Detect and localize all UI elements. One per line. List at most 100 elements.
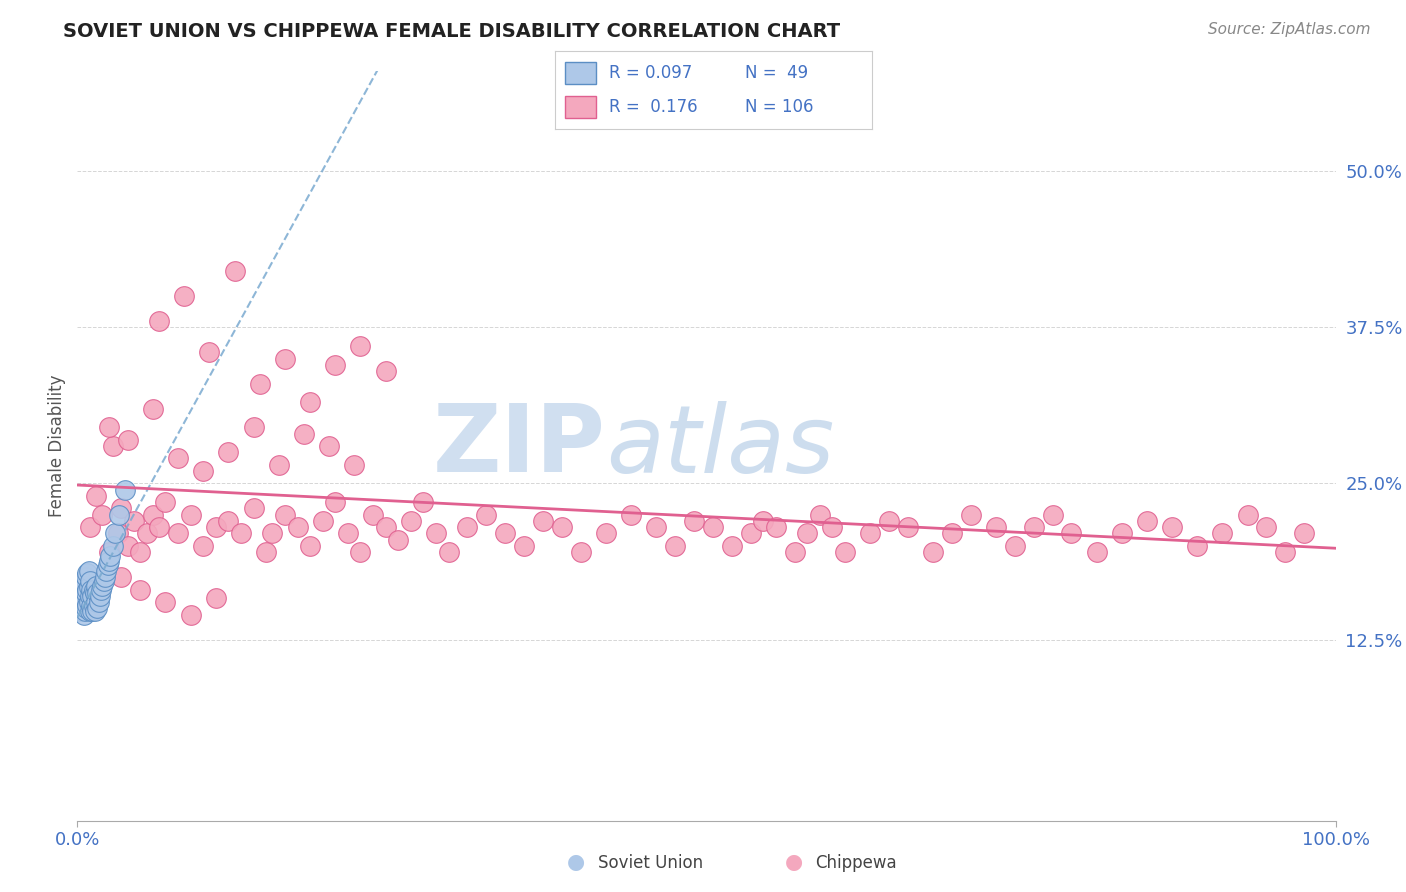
- Point: [96, 558, 118, 572]
- Text: R = 0.097: R = 0.097: [609, 64, 692, 82]
- Point: [91, 508, 114, 522]
- Point: [374, 364, 396, 378]
- Point: [783, 545, 806, 559]
- Text: atlas: atlas: [606, 401, 834, 491]
- Point: [167, 526, 190, 541]
- Point: [299, 539, 322, 553]
- Point: [312, 514, 335, 528]
- Point: [374, 520, 396, 534]
- Point: [361, 508, 384, 522]
- Point: [299, 395, 322, 409]
- Point: [859, 526, 882, 541]
- Point: [84, 586, 107, 600]
- Point: [75, 601, 97, 615]
- Point: [83, 599, 105, 613]
- FancyBboxPatch shape: [565, 96, 596, 119]
- Point: [72, 576, 94, 591]
- Point: [114, 483, 136, 497]
- Point: [922, 545, 945, 559]
- Point: [142, 508, 165, 522]
- Point: [318, 439, 340, 453]
- Point: [897, 520, 920, 534]
- Point: [941, 526, 963, 541]
- Point: [217, 514, 239, 528]
- Point: [101, 539, 124, 553]
- Point: [72, 599, 94, 613]
- Point: [834, 545, 856, 559]
- Point: [73, 604, 96, 618]
- Point: [336, 526, 359, 541]
- Point: [117, 433, 139, 447]
- Point: [90, 582, 112, 597]
- Point: [1111, 526, 1133, 541]
- Point: [323, 495, 346, 509]
- Point: [77, 564, 100, 578]
- Point: [808, 508, 831, 522]
- Point: [72, 607, 94, 622]
- Point: [87, 595, 110, 609]
- Point: [84, 579, 107, 593]
- Point: [267, 458, 290, 472]
- Point: [97, 545, 120, 559]
- Point: [1042, 508, 1064, 522]
- Point: [89, 589, 111, 603]
- Point: [323, 358, 346, 372]
- Text: ZIP: ZIP: [433, 400, 606, 492]
- Point: [1256, 520, 1278, 534]
- Point: [249, 376, 271, 391]
- Point: [180, 508, 202, 522]
- Point: [104, 526, 127, 541]
- Point: [551, 520, 574, 534]
- Point: [135, 526, 157, 541]
- Point: [1004, 539, 1026, 553]
- Point: [513, 539, 536, 553]
- Point: [531, 514, 554, 528]
- Point: [70, 589, 93, 603]
- Point: [595, 526, 617, 541]
- Point: [167, 451, 190, 466]
- Point: [77, 580, 100, 594]
- Point: [287, 520, 309, 534]
- Point: [254, 545, 277, 559]
- Point: [84, 595, 107, 609]
- Point: [117, 539, 139, 553]
- Point: [399, 514, 422, 528]
- Point: [84, 489, 107, 503]
- Point: [82, 604, 104, 618]
- Point: [98, 549, 121, 563]
- Point: [1161, 520, 1184, 534]
- Point: [70, 604, 93, 618]
- Point: [242, 420, 264, 434]
- Point: [110, 570, 132, 584]
- Point: [191, 539, 215, 553]
- Point: [242, 501, 264, 516]
- Point: [1187, 539, 1209, 553]
- Point: [73, 579, 96, 593]
- Point: [262, 526, 284, 541]
- Point: [142, 401, 165, 416]
- Point: [387, 533, 409, 547]
- Point: [349, 545, 371, 559]
- Point: [86, 601, 108, 615]
- Point: [129, 545, 152, 559]
- Point: [97, 420, 120, 434]
- Point: [173, 289, 195, 303]
- Point: [101, 439, 124, 453]
- Point: [93, 574, 115, 588]
- Y-axis label: Female Disability: Female Disability: [48, 375, 66, 517]
- Text: ●: ●: [786, 853, 803, 872]
- Point: [821, 520, 844, 534]
- Point: [664, 539, 686, 553]
- Point: [72, 582, 94, 597]
- Point: [425, 526, 447, 541]
- Point: [877, 514, 900, 528]
- Point: [72, 591, 94, 606]
- Point: [752, 514, 775, 528]
- Point: [97, 554, 120, 568]
- Point: [720, 539, 742, 553]
- Point: [79, 520, 101, 534]
- Point: [76, 566, 98, 581]
- Point: [765, 520, 787, 534]
- Point: [740, 526, 762, 541]
- Point: [148, 520, 170, 534]
